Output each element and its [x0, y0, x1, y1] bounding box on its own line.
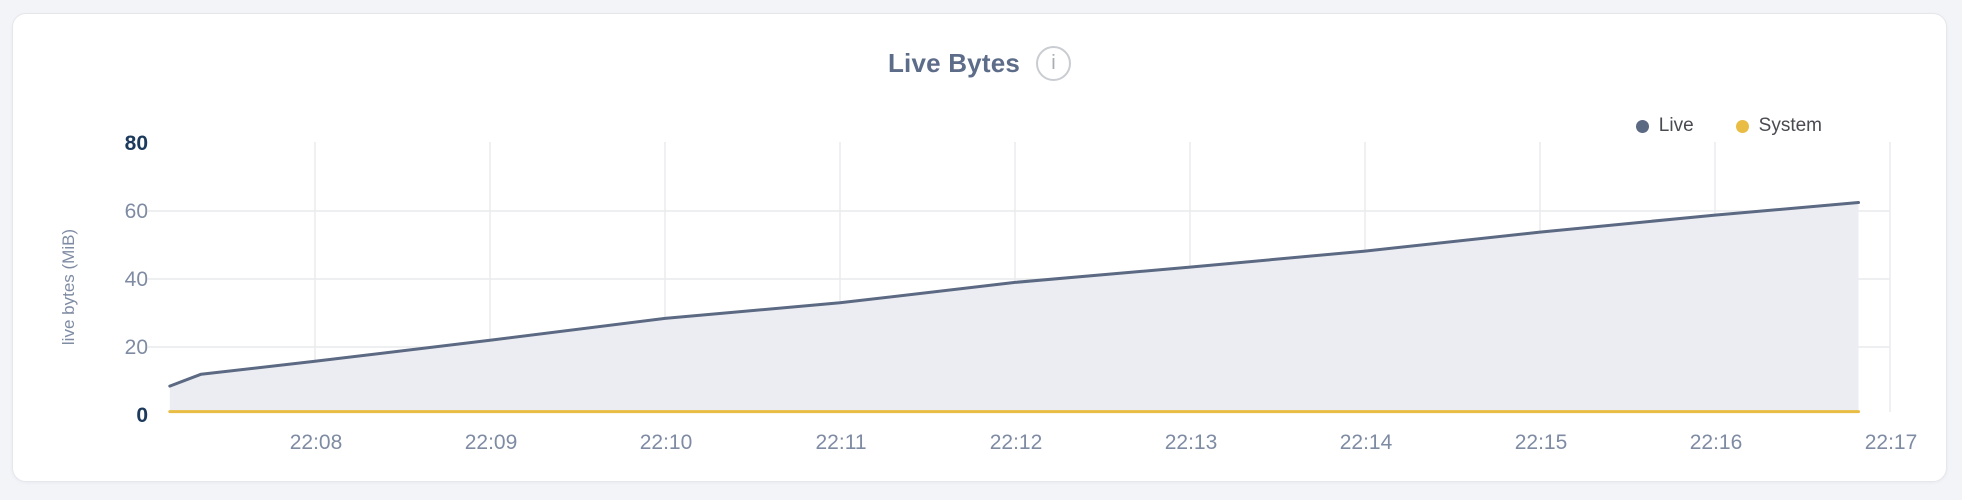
legend-label-system: System: [1758, 115, 1822, 136]
x-tick-label: 22:15: [1514, 431, 1568, 454]
system-series-swatch-icon: [1735, 119, 1749, 133]
x-tick-label: 22:16: [1689, 431, 1743, 454]
x-tick-label: 22:13: [1164, 431, 1218, 454]
x-tick-label: 22:09: [464, 431, 518, 454]
legend: Live System: [1635, 115, 1822, 137]
chart-card: Live Bytes i Live System live bytes (MiB…: [12, 13, 1947, 482]
info-icon[interactable]: i: [1036, 46, 1072, 81]
legend-label-live: Live: [1658, 115, 1694, 136]
y-tick-0: 0: [136, 404, 148, 427]
y-tick-40: 40: [124, 268, 148, 291]
x-tick-label: 22:12: [989, 431, 1043, 454]
x-tick-label: 22:17: [1864, 431, 1918, 454]
legend-item-live[interactable]: Live: [1635, 115, 1694, 137]
x-tick-label: 22:08: [289, 431, 343, 454]
chart-header: Live Bytes i: [13, 46, 1946, 81]
x-tick-label: 22:11: [815, 431, 867, 454]
y-tick-20: 20: [124, 336, 148, 359]
chart-title: Live Bytes: [887, 48, 1021, 78]
y-tick-60: 60: [124, 200, 148, 223]
y-tick-80: 80: [124, 132, 148, 155]
live-series-swatch-icon: [1635, 119, 1649, 133]
x-tick-label: 22:14: [1339, 431, 1393, 454]
x-tick-label: 22:10: [639, 431, 693, 454]
legend-item-system[interactable]: System: [1735, 115, 1822, 137]
